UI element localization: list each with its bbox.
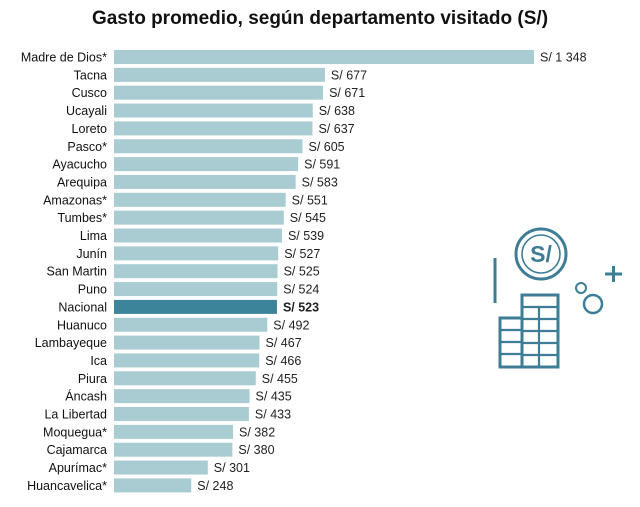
value-label: S/ 671 xyxy=(329,86,365,100)
value-label: S/ 525 xyxy=(284,265,320,279)
bar xyxy=(114,407,249,421)
bar xyxy=(114,389,250,404)
value-label: S/ 545 xyxy=(290,211,326,225)
bar xyxy=(114,282,278,297)
stack-lines xyxy=(500,305,558,367)
category-label: Nacional xyxy=(58,300,107,314)
value-label: S/ 527 xyxy=(284,247,320,261)
bar xyxy=(114,67,325,82)
bar xyxy=(114,50,534,64)
value-label: S/ 466 xyxy=(265,354,301,368)
bar xyxy=(114,442,233,457)
value-label: S/ 435 xyxy=(256,390,292,404)
value-label: S/ 523 xyxy=(283,300,319,314)
category-label: Cajamarca xyxy=(47,443,107,457)
category-label: Apurímac* xyxy=(49,461,107,475)
bar xyxy=(114,353,260,368)
category-label: Moquegua* xyxy=(43,425,107,439)
value-label: S/ 492 xyxy=(273,318,309,332)
category-label: Lambayeque xyxy=(35,336,107,350)
bar xyxy=(114,139,303,154)
chart-title: Gasto promedio, según departamento visit… xyxy=(91,8,549,29)
bar xyxy=(114,424,234,439)
category-label: Junín xyxy=(76,247,107,261)
category-label: Tacna xyxy=(74,68,107,82)
bar xyxy=(114,210,284,225)
bar xyxy=(114,228,282,243)
category-label: Puno xyxy=(78,283,107,297)
category-label: Piura xyxy=(78,372,107,386)
coin-stack-icon: S/ xyxy=(493,227,622,369)
category-label: Cusco xyxy=(72,86,107,100)
value-label: S/ 433 xyxy=(255,408,291,422)
small-circle xyxy=(575,282,587,294)
value-label: S/ 1 348 xyxy=(540,51,587,65)
coin-inner-circle xyxy=(521,234,561,274)
value-label: S/ 583 xyxy=(302,175,338,189)
category-label: Ica xyxy=(90,354,107,368)
category-label: San Martin xyxy=(47,265,107,279)
category-label: Ucayali xyxy=(66,104,107,118)
bar xyxy=(114,103,313,118)
value-label: S/ 605 xyxy=(309,140,345,154)
bar xyxy=(114,478,192,493)
category-label: La Libertad xyxy=(44,408,107,422)
value-label: S/ 380 xyxy=(238,443,274,457)
coin-circle xyxy=(514,227,568,281)
category-label: Áncash xyxy=(65,389,107,404)
bar xyxy=(114,371,256,386)
bar xyxy=(114,335,260,350)
value-label: S/ 677 xyxy=(331,68,367,82)
value-label: S/ 248 xyxy=(197,479,233,493)
bar xyxy=(114,460,208,475)
value-label: S/ 551 xyxy=(292,193,328,207)
category-label: Pasco* xyxy=(67,140,107,154)
bar xyxy=(114,121,313,136)
category-label: Loreto xyxy=(72,122,107,136)
bar xyxy=(114,264,278,279)
value-label: S/ 467 xyxy=(266,336,302,350)
value-label: S/ 539 xyxy=(288,229,324,243)
category-label: Lima xyxy=(80,229,107,243)
category-label: Huancavelica* xyxy=(27,479,107,493)
category-label: Tumbes* xyxy=(57,211,107,225)
bar-highlight xyxy=(114,299,277,314)
bar xyxy=(114,174,296,189)
category-label: Amazonas* xyxy=(43,193,107,207)
coin-symbol: S/ xyxy=(530,241,552,267)
value-label: S/ 382 xyxy=(239,425,275,439)
value-label: S/ 638 xyxy=(319,104,355,118)
bar xyxy=(114,246,279,261)
category-label: Huanuco xyxy=(57,318,107,332)
bars-group: Madre de Dios* S/ 1 348 Tacna S/ 677 Cusco S/… xyxy=(21,50,587,493)
medium-circle xyxy=(582,293,604,315)
category-label: Madre de Dios* xyxy=(21,51,107,65)
category-label: Arequipa xyxy=(57,175,107,189)
bar xyxy=(114,157,299,172)
bar xyxy=(114,192,286,207)
bar xyxy=(114,85,324,100)
category-label: Ayacucho xyxy=(52,158,107,172)
value-label: S/ 301 xyxy=(214,461,250,475)
value-label: S/ 455 xyxy=(262,372,298,386)
bar xyxy=(114,317,268,332)
value-label: S/ 637 xyxy=(318,122,354,136)
value-label: S/ 524 xyxy=(283,283,319,297)
value-label: S/ 591 xyxy=(304,158,340,172)
